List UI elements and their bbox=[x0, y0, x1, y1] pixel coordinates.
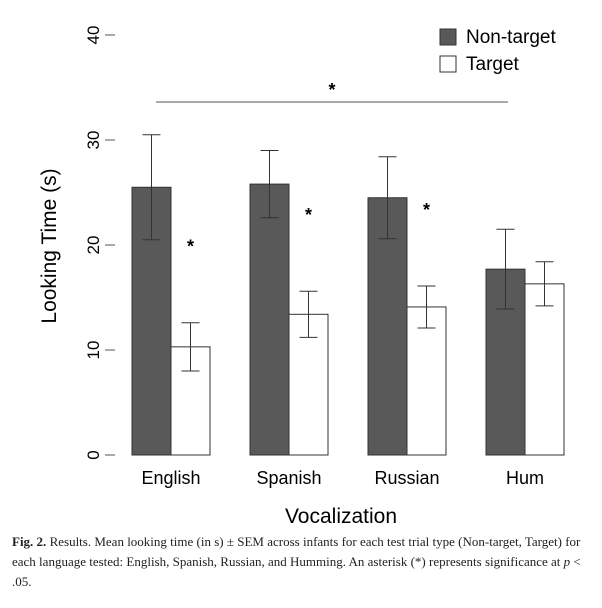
caption-label: Fig. 2. bbox=[12, 534, 47, 549]
bar-non-target bbox=[249, 183, 290, 456]
significance-star: * bbox=[423, 200, 430, 220]
significance-star: * bbox=[305, 205, 312, 225]
y-tick-label: 0 bbox=[84, 450, 103, 459]
caption-text-end: < .05. bbox=[12, 554, 581, 589]
legend: Non-target Target bbox=[439, 27, 556, 75]
legend-label: Target bbox=[466, 54, 520, 75]
legend-swatch bbox=[439, 28, 457, 46]
x-axis: English Spanish Russian Hum bbox=[141, 468, 544, 488]
significance-star: * bbox=[187, 237, 194, 257]
bar-target bbox=[406, 306, 447, 456]
looking-time-bar-chart: 0 10 20 30 40 English Spanish Russian Hum Non-t… bbox=[38, 26, 565, 528]
legend-label: Non-target bbox=[466, 27, 556, 48]
bars bbox=[131, 134, 565, 456]
legend-swatch bbox=[439, 55, 457, 73]
y-tick-label: 40 bbox=[84, 26, 103, 45]
significance-markers: * * * * bbox=[156, 80, 508, 257]
x-tick-label: English bbox=[141, 468, 200, 488]
y-tick-label: 10 bbox=[84, 341, 103, 360]
y-axis-label: Looking Time (s) bbox=[38, 168, 61, 323]
x-tick-label: Spanish bbox=[256, 468, 321, 488]
caption-text: Results. Mean looking time (in s) ± SEM … bbox=[12, 534, 581, 569]
y-axis: 0 10 20 30 40 bbox=[84, 26, 115, 460]
bar-target bbox=[524, 283, 565, 456]
caption-p-symbol: p bbox=[563, 554, 571, 569]
x-tick-label: Hum bbox=[506, 468, 544, 488]
y-tick-label: 30 bbox=[84, 131, 103, 150]
x-axis-label: Vocalization bbox=[285, 505, 397, 528]
x-tick-label: Russian bbox=[374, 468, 439, 488]
y-tick-label: 20 bbox=[84, 236, 103, 255]
bracket-star: * bbox=[328, 80, 335, 100]
figure-caption: Fig. 2. Results. Mean looking time (in s… bbox=[12, 532, 592, 592]
